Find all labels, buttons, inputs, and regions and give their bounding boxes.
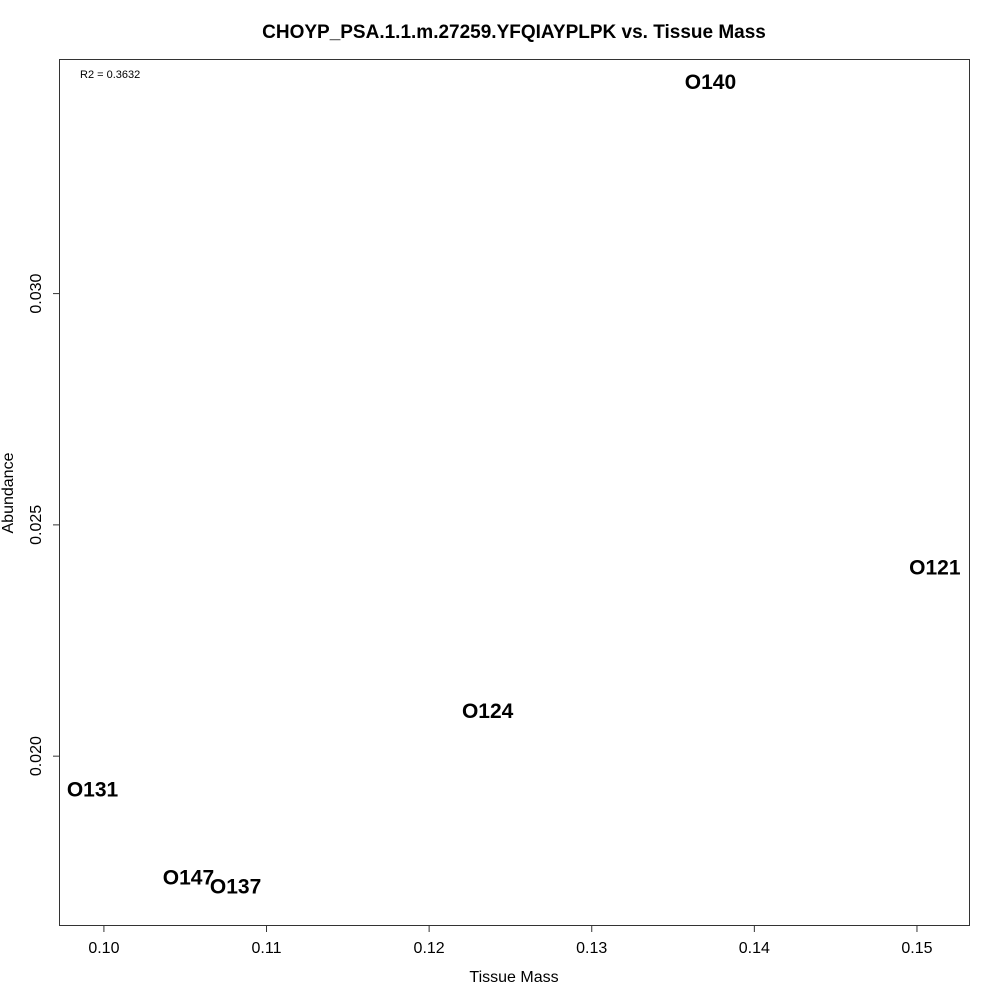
x-axis-label: Tissue Mass [469,969,558,986]
data-point-o131: O131 [67,779,119,802]
x-tick-label: 0.10 [88,940,119,957]
data-point-o121: O121 [909,557,961,580]
y-tick-label: 0.025 [28,505,45,545]
data-point-o140: O140 [685,71,736,94]
y-axis-label: Abundance [0,452,17,533]
x-axis: 0.10 0.11 0.12 0.13 0.14 0.15 [88,925,933,957]
x-tick-label: 0.13 [576,940,607,957]
data-point-o147: O147 [163,866,214,889]
data-point-o137: O137 [210,876,261,899]
x-tick-label: 0.12 [414,940,445,957]
data-point-o124: O124 [462,700,514,723]
y-axis: 0.020 0.025 0.030 [28,273,60,776]
x-tick-label: 0.15 [901,940,932,957]
r2-annotation: R2 = 0.3632 [80,69,140,81]
x-tick-label: 0.14 [739,940,770,957]
chart-title: CHOYP_PSA.1.1.m.27259.YFQIAYPLPK vs. Tis… [262,22,766,43]
y-tick-label: 0.030 [28,273,45,313]
x-tick-label: 0.11 [252,940,282,957]
plot-frame [59,59,970,926]
y-tick-label: 0.020 [28,736,45,776]
